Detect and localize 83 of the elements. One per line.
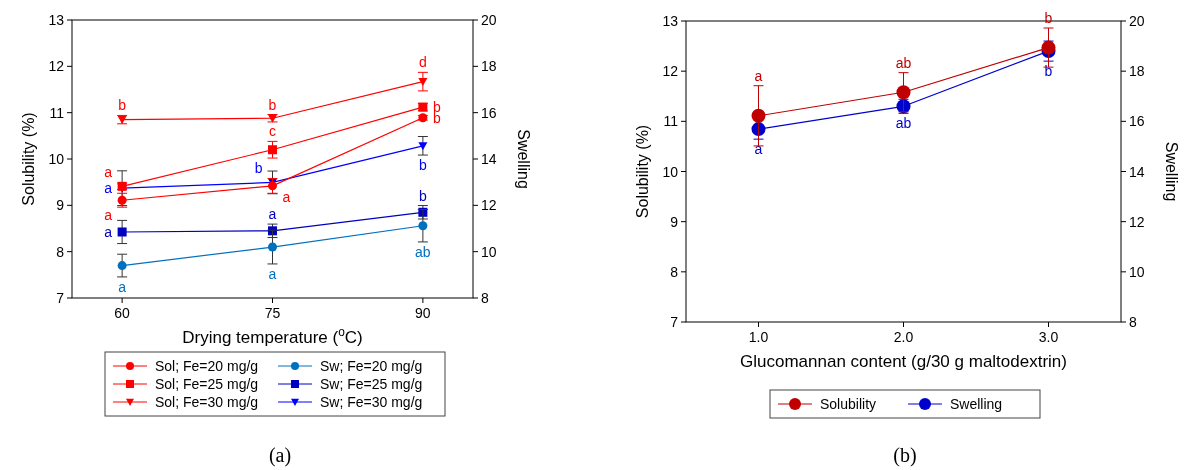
data-label: a	[754, 67, 763, 84]
y-tick-label: 9	[670, 213, 679, 230]
data-label: b	[1044, 10, 1053, 27]
point	[268, 181, 277, 191]
y-tick-label: 8	[670, 263, 679, 280]
data-label: a	[282, 188, 291, 205]
point	[418, 221, 428, 231]
point	[268, 242, 277, 252]
data-label: ab	[895, 115, 912, 132]
legend-label: Solubility	[820, 396, 877, 412]
data-label: c	[269, 123, 276, 140]
data-label: d	[418, 54, 427, 71]
data-label: a	[268, 265, 277, 282]
data-label: ab	[415, 243, 431, 260]
x-axis-title: Drying temperature ($^{o}$C)	[182, 325, 363, 347]
y2-axis-title: Swelling	[515, 129, 532, 189]
y2-axis-title: Swelling	[1163, 141, 1180, 202]
x-axis-title: Glucomannan content (g/30 g maltodextrin)	[740, 352, 1067, 371]
data-label: a	[118, 278, 127, 295]
y-axis-title: Solubility (%)	[20, 112, 37, 206]
legend-label: Sol; Fe=30 mg/g	[155, 394, 259, 410]
x-tick-label: 60	[114, 305, 131, 321]
legend-label: Swelling	[950, 396, 1003, 412]
y2-tick-label: 20	[481, 12, 497, 28]
x-tick-label: 2.0	[893, 329, 914, 345]
y2-tick-label: 8	[481, 290, 489, 306]
data-label: ab	[895, 54, 912, 71]
data-label: b	[118, 97, 127, 114]
point	[1041, 40, 1056, 55]
y-axis-title: Solubility (%)	[634, 124, 651, 219]
point	[751, 108, 766, 123]
text: (b)	[893, 444, 917, 467]
legend-label: Sw; Fe=25 mg/g	[320, 376, 423, 392]
x-tick-label: 3.0	[1038, 329, 1059, 345]
data-label: b	[418, 157, 427, 174]
point	[418, 142, 428, 151]
y2-tick-label: 18	[481, 58, 497, 75]
y-tick-label: 12	[662, 63, 679, 80]
data-label: a	[104, 164, 113, 181]
data-label: a	[104, 223, 113, 240]
point	[268, 145, 277, 155]
y-tick-label: 10	[48, 151, 65, 167]
legend-label: Sw; Fe=30 mg/g	[320, 394, 423, 410]
data-label: a	[754, 141, 763, 158]
data-label: b	[418, 187, 427, 204]
y-tick-label: 10	[662, 163, 679, 180]
y2-tick-label: 8	[1129, 314, 1137, 330]
y-tick-label: 7	[56, 290, 65, 306]
data-label: a	[104, 207, 113, 224]
legend-label: Sw; Fe=20 mg/g	[320, 358, 423, 374]
x-tick-label: 1.0	[748, 329, 769, 345]
y-tick-label: 12	[48, 58, 65, 75]
y2-tick-label: 10	[481, 243, 497, 260]
text: (a)	[268, 444, 292, 467]
y-tick-label: 9	[56, 197, 65, 214]
data-label: a	[268, 206, 277, 223]
y2-tick-label: 16	[481, 104, 497, 121]
point	[117, 227, 127, 237]
data-label: b	[268, 96, 277, 113]
y2-tick-label: 14	[1129, 163, 1145, 180]
y-tick-label: 13	[48, 12, 65, 28]
y2-tick-label: 12	[1129, 213, 1145, 230]
y2-tick-label: 14	[481, 151, 497, 167]
y2-tick-label: 16	[1129, 113, 1145, 130]
x-tick-label: 75	[264, 305, 281, 321]
y2-tick-label: 20	[1129, 13, 1145, 29]
data-label: b	[1044, 63, 1053, 80]
y-tick-label: 13	[662, 13, 679, 29]
legend-label: Sol; Fe=25 mg/g	[155, 376, 259, 392]
y2-tick-label: 12	[481, 197, 497, 214]
y-tick-label: 7	[670, 314, 679, 330]
legend-label: Sol; Fe=20 mg/g	[155, 358, 259, 374]
data-label: a	[104, 180, 113, 197]
y-tick-label: 11	[663, 113, 679, 130]
y2-tick-label: 18	[1129, 63, 1145, 80]
x-tick-label: 90	[415, 305, 431, 321]
y-tick-label: 8	[56, 243, 65, 260]
point	[896, 85, 911, 100]
point	[117, 261, 127, 271]
y-tick-label: 11	[49, 104, 65, 121]
point	[418, 78, 428, 87]
data-label: b	[254, 160, 263, 177]
y2-tick-label: 10	[1129, 263, 1145, 280]
